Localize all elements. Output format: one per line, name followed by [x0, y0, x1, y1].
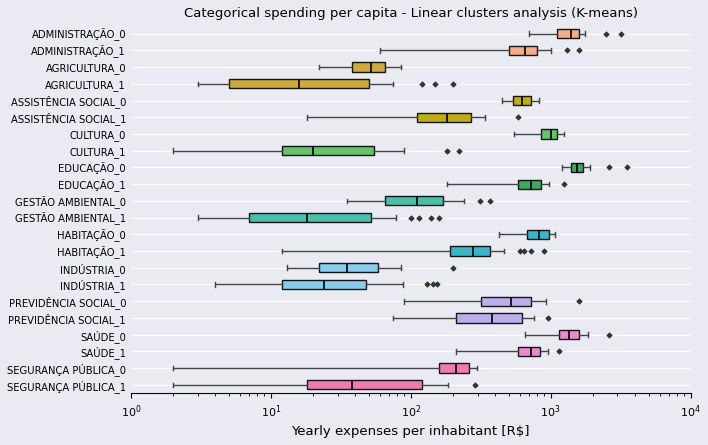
- PathPatch shape: [481, 297, 531, 306]
- PathPatch shape: [556, 29, 579, 38]
- PathPatch shape: [456, 313, 522, 323]
- PathPatch shape: [440, 364, 469, 373]
- PathPatch shape: [319, 263, 377, 272]
- PathPatch shape: [518, 347, 540, 356]
- PathPatch shape: [571, 163, 583, 172]
- PathPatch shape: [249, 213, 371, 222]
- PathPatch shape: [450, 247, 491, 255]
- PathPatch shape: [352, 62, 384, 72]
- PathPatch shape: [416, 113, 471, 122]
- PathPatch shape: [518, 179, 541, 189]
- PathPatch shape: [541, 129, 556, 138]
- PathPatch shape: [513, 96, 531, 105]
- PathPatch shape: [282, 280, 366, 289]
- PathPatch shape: [384, 196, 443, 206]
- PathPatch shape: [282, 146, 375, 155]
- PathPatch shape: [508, 46, 537, 55]
- Title: Categorical spending per capita - Linear clusters analysis (K-means): Categorical spending per capita - Linear…: [184, 7, 638, 20]
- PathPatch shape: [229, 79, 369, 89]
- PathPatch shape: [559, 330, 579, 339]
- PathPatch shape: [307, 380, 422, 389]
- X-axis label: Yearly expenses per inhabitant [R$]: Yearly expenses per inhabitant [R$]: [292, 425, 530, 438]
- PathPatch shape: [527, 230, 549, 239]
